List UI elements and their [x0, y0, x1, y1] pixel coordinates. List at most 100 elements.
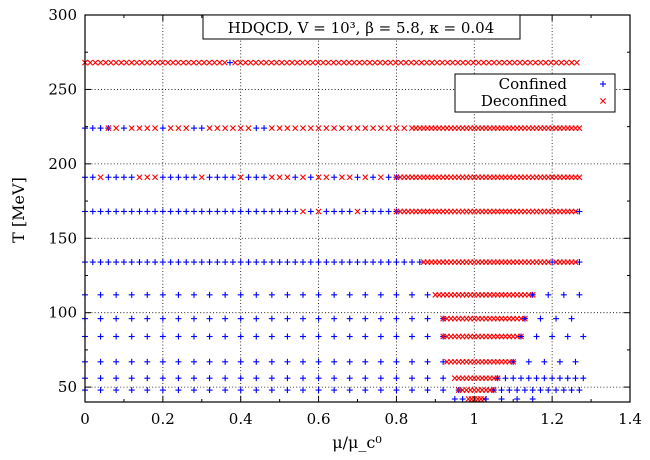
confined-point — [545, 291, 552, 298]
confined-point — [261, 174, 268, 181]
confined-point — [191, 208, 197, 215]
plot-frame — [84, 14, 631, 403]
confined-point — [268, 259, 275, 266]
deconfined-point — [144, 174, 151, 181]
confined-point — [167, 208, 174, 215]
deconfined-point — [206, 59, 213, 66]
deconfined-point — [138, 59, 145, 66]
confined-point — [222, 387, 229, 394]
confined-point — [113, 358, 120, 365]
deconfined-point — [144, 125, 151, 132]
confined-point — [191, 315, 197, 322]
confined-point — [346, 333, 353, 340]
confined-point — [564, 375, 571, 382]
confined-point — [385, 208, 392, 215]
deconfined-point — [315, 174, 322, 181]
confined-point — [370, 259, 377, 266]
y-tick-label: 100 — [48, 304, 77, 322]
x-tick-label: 0.2 — [151, 410, 175, 428]
confined-point — [510, 358, 517, 365]
deconfined-point — [242, 59, 249, 66]
deconfined-point — [284, 125, 291, 132]
x-tick-label: 0.4 — [229, 410, 253, 428]
x-tick-label: 0.8 — [384, 410, 408, 428]
confined-point — [409, 333, 415, 340]
deconfined-point — [338, 125, 345, 132]
confined-point — [498, 387, 505, 394]
confined-point — [253, 291, 260, 298]
deconfined-point — [304, 59, 311, 66]
deconfined-point — [268, 174, 275, 181]
confined-point — [89, 174, 96, 181]
deconfined-point — [294, 59, 301, 66]
deconfined-point — [382, 59, 389, 66]
deconfined-point — [532, 59, 539, 66]
deconfined-point — [232, 59, 239, 66]
deconfined-point — [522, 59, 529, 66]
confined-point — [393, 315, 400, 322]
confined-point — [97, 375, 104, 382]
deconfined-point — [268, 59, 275, 66]
confined-point — [331, 315, 338, 322]
x-tick-label: 1.4 — [618, 410, 642, 428]
deconfined-point — [252, 59, 259, 66]
confined-point — [237, 208, 244, 215]
confined-point — [377, 358, 384, 365]
confined-point — [525, 375, 532, 382]
confined-point — [113, 375, 120, 382]
confined-point — [237, 259, 244, 266]
confined-point — [222, 375, 229, 382]
deconfined-point — [283, 59, 290, 66]
deconfined-point — [118, 59, 125, 66]
confined-point — [167, 259, 174, 266]
confined-point — [222, 174, 229, 181]
deconfined-point — [170, 59, 177, 66]
confined-point — [128, 208, 135, 215]
deconfined-point — [107, 59, 114, 66]
x-tick-label: 1.2 — [540, 410, 564, 428]
deconfined-point — [190, 59, 197, 66]
deconfined-point — [496, 59, 503, 66]
confined-point — [564, 333, 571, 340]
deconfined-point — [346, 59, 353, 66]
y-tick-label: 300 — [48, 6, 77, 24]
deconfined-point — [167, 125, 174, 132]
confined-point — [514, 387, 521, 394]
confined-point — [385, 174, 392, 181]
confined-point — [377, 208, 384, 215]
deconfined-point — [300, 208, 306, 215]
confined-point — [253, 174, 260, 181]
deconfined-point — [214, 125, 221, 132]
confined-point — [97, 208, 104, 215]
confined-point — [300, 358, 306, 365]
confined-point — [268, 291, 275, 298]
deconfined-point — [268, 125, 275, 132]
confined-point — [159, 358, 166, 365]
deconfined-point — [572, 208, 579, 215]
confined-point — [300, 333, 306, 340]
confined-point — [556, 358, 563, 365]
confined-point — [128, 375, 135, 382]
confined-point — [393, 333, 400, 340]
deconfined-point — [377, 125, 384, 132]
confined-point — [284, 208, 291, 215]
confined-point — [490, 387, 497, 394]
deconfined-point — [237, 174, 244, 181]
deconfined-point — [102, 59, 109, 66]
deconfined-point — [356, 59, 363, 66]
deconfined-point — [97, 59, 104, 66]
confined-point — [346, 358, 353, 365]
confined-point — [292, 208, 299, 215]
deconfined-point — [128, 59, 135, 66]
confined-point — [393, 259, 400, 266]
deconfined-point — [545, 259, 552, 266]
confined-point — [440, 358, 447, 365]
confined-point — [424, 387, 431, 394]
confined-point — [191, 358, 197, 365]
confined-point — [494, 375, 501, 382]
confined-point — [315, 387, 322, 394]
deconfined-point — [335, 59, 342, 66]
confined-point — [159, 315, 166, 322]
confined-point — [346, 375, 353, 382]
confined-point — [175, 259, 182, 266]
